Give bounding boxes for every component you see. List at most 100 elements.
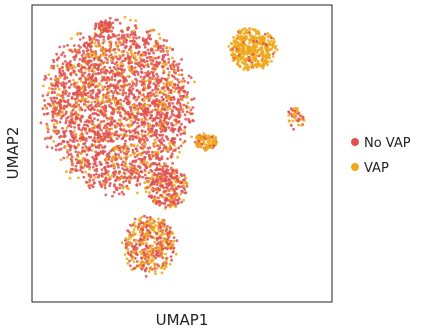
point-no-vap [160,178,163,181]
point-vap [244,43,248,47]
point-vap [142,160,146,164]
point-no-vap [174,118,177,122]
point-no-vap [119,128,123,132]
point-no-vap [167,177,171,181]
point-no-vap [61,51,65,55]
point-no-vap [122,151,126,155]
point-no-vap [183,113,187,117]
point-no-vap [104,29,108,33]
point-no-vap [189,112,193,116]
point-no-vap [156,105,160,109]
point-vap [248,28,251,31]
point-no-vap [74,158,78,161]
point-vap [129,124,133,127]
point-no-vap [86,91,90,95]
point-vap [46,124,49,128]
point-no-vap [55,106,58,109]
point-no-vap [133,33,137,37]
point-no-vap [98,143,102,147]
point-no-vap [113,78,117,82]
point-vap [85,76,89,80]
point-vap [140,93,144,97]
point-no-vap [149,134,153,138]
point-no-vap [125,176,129,180]
point-no-vap [116,144,119,148]
point-vap [136,227,140,231]
point-vap [153,151,157,154]
point-no-vap [95,172,98,176]
point-vap [142,99,146,103]
point-no-vap [92,79,96,82]
point-no-vap [180,200,184,204]
point-no-vap [146,70,150,74]
point-no-vap [69,72,72,76]
point-no-vap [130,254,134,258]
point-no-vap [183,125,187,129]
point-vap [236,59,240,62]
point-vap [160,233,164,237]
point-no-vap [172,123,175,127]
point-no-vap [184,104,188,108]
point-no-vap [103,150,107,154]
point-vap [76,155,80,159]
point-no-vap [158,100,162,104]
point-no-vap [165,257,168,260]
point-no-vap [110,148,114,152]
point-no-vap [132,120,136,124]
point-vap [52,123,56,126]
point-no-vap [118,88,122,92]
point-vap [126,74,130,78]
point-vap [99,53,103,57]
point-no-vap [77,99,81,102]
point-no-vap [150,62,153,66]
point-no-vap [135,79,139,83]
point-vap [160,126,164,130]
point-no-vap [129,112,133,115]
point-vap [266,32,270,35]
point-no-vap [128,223,132,227]
point-vap [296,109,299,112]
point-no-vap [96,101,100,105]
point-vap [270,39,273,43]
point-no-vap [143,248,147,251]
point-no-vap [146,48,150,52]
point-no-vap [162,119,166,123]
point-vap [266,63,269,67]
point-no-vap [136,73,140,76]
point-no-vap [73,137,76,141]
point-no-vap [114,34,118,38]
point-vap [129,49,133,52]
point-vap [182,184,186,187]
point-no-vap [177,146,181,150]
point-no-vap [61,62,65,66]
point-no-vap [164,145,168,149]
point-no-vap [163,189,167,193]
point-no-vap [105,88,109,91]
point-vap [260,64,263,68]
point-vap [94,176,97,179]
point-no-vap [115,137,119,141]
point-vap [59,75,62,79]
point-no-vap [138,91,142,95]
point-no-vap [147,42,150,46]
point-vap [55,114,59,117]
point-no-vap [46,130,50,134]
point-no-vap [96,63,99,67]
point-vap [61,97,65,101]
point-no-vap [91,96,95,100]
point-no-vap [70,97,74,100]
point-no-vap [138,45,142,49]
point-vap [233,54,236,58]
point-vap [130,52,134,56]
point-no-vap [81,93,84,97]
point-no-vap [63,73,67,77]
point-no-vap [46,93,49,97]
point-no-vap [135,89,139,92]
point-no-vap [132,93,136,97]
point-no-vap [86,159,90,163]
point-no-vap [135,260,139,263]
point-no-vap [153,94,157,98]
point-no-vap [97,89,101,93]
point-vap [256,60,260,64]
point-no-vap [140,267,144,270]
